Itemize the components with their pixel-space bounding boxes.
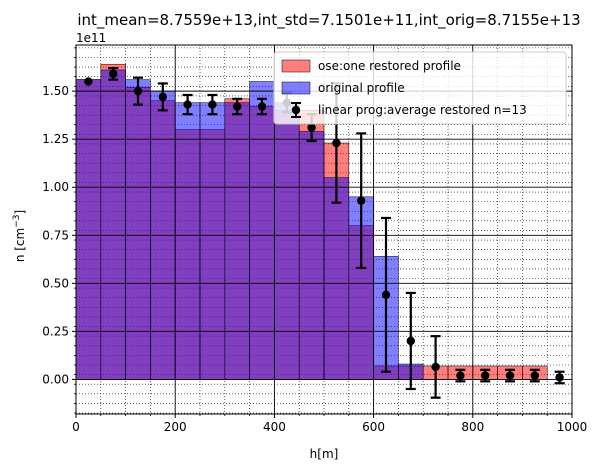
bar-original bbox=[224, 102, 250, 380]
data-point bbox=[257, 102, 267, 111]
data-point bbox=[555, 373, 564, 382]
bar-original bbox=[125, 79, 151, 380]
legend: ose:one restored profile original profile… bbox=[273, 51, 567, 125]
legend-entry-original-swatch bbox=[281, 81, 311, 95]
data-point bbox=[307, 123, 316, 132]
x-tick-label: 800 bbox=[461, 420, 484, 434]
y-tick-label: 0.50 bbox=[42, 276, 69, 290]
legend-entry-original-label: original profile bbox=[318, 81, 405, 95]
data-point bbox=[133, 86, 143, 96]
data-point bbox=[406, 336, 415, 346]
y-tick-label: 1.50 bbox=[42, 84, 69, 98]
data-point bbox=[456, 371, 465, 380]
data-point bbox=[84, 77, 93, 86]
x-tick-label: 400 bbox=[263, 420, 286, 434]
y-tick-label: 1.25 bbox=[42, 132, 69, 146]
data-point bbox=[381, 290, 391, 300]
data-point bbox=[158, 92, 167, 102]
data-point bbox=[208, 100, 217, 109]
x-tick-label: 200 bbox=[164, 420, 187, 434]
data-point bbox=[481, 371, 490, 380]
bar-original bbox=[298, 131, 325, 380]
data-point bbox=[505, 371, 515, 380]
y-tick-label: 0.25 bbox=[42, 324, 69, 338]
data-point bbox=[431, 362, 440, 372]
y-tick-label: 1.00 bbox=[42, 180, 69, 194]
data-point bbox=[357, 196, 366, 205]
bars bbox=[75, 63, 548, 380]
ticks: 0 200 400 600 800 1000 0.00 0.25 0.50 0.75 1.00 1.2… bbox=[42, 47, 588, 434]
y-tick-label: 0.75 bbox=[42, 228, 69, 242]
bar-original bbox=[274, 102, 300, 380]
data-point bbox=[530, 371, 539, 380]
x-tick-label: 1000 bbox=[557, 420, 588, 434]
bar-original bbox=[199, 102, 226, 380]
bar-original bbox=[323, 177, 350, 380]
bar-original bbox=[100, 69, 126, 380]
legend-entry-average-marker bbox=[291, 105, 301, 115]
legend-entry-restored-swatch bbox=[281, 59, 311, 73]
legend-box bbox=[273, 51, 567, 125]
y-tick-label: 0.00 bbox=[42, 372, 69, 386]
x-tick-label: 600 bbox=[362, 420, 385, 434]
legend-entry-restored-label: ose:one restored profile bbox=[318, 59, 461, 73]
x-axis-label: h[m] bbox=[310, 447, 339, 461]
chart-title: int_mean=8.7559e+13,int_std=7.1501e+11,i… bbox=[77, 11, 580, 30]
data-point bbox=[109, 69, 118, 79]
data-point bbox=[233, 102, 242, 111]
data-point bbox=[183, 100, 192, 109]
bar-original bbox=[75, 79, 102, 380]
legend-entry-average-label: linear prog:average restored n=13 bbox=[318, 103, 527, 117]
bar-original bbox=[249, 81, 275, 380]
data-point bbox=[332, 138, 341, 148]
bar-original bbox=[174, 102, 201, 380]
y-axis-label: n [cm−3] bbox=[12, 210, 27, 262]
x-tick-label: 0 bbox=[72, 420, 80, 434]
y-offset-text: 1e11 bbox=[76, 31, 106, 45]
